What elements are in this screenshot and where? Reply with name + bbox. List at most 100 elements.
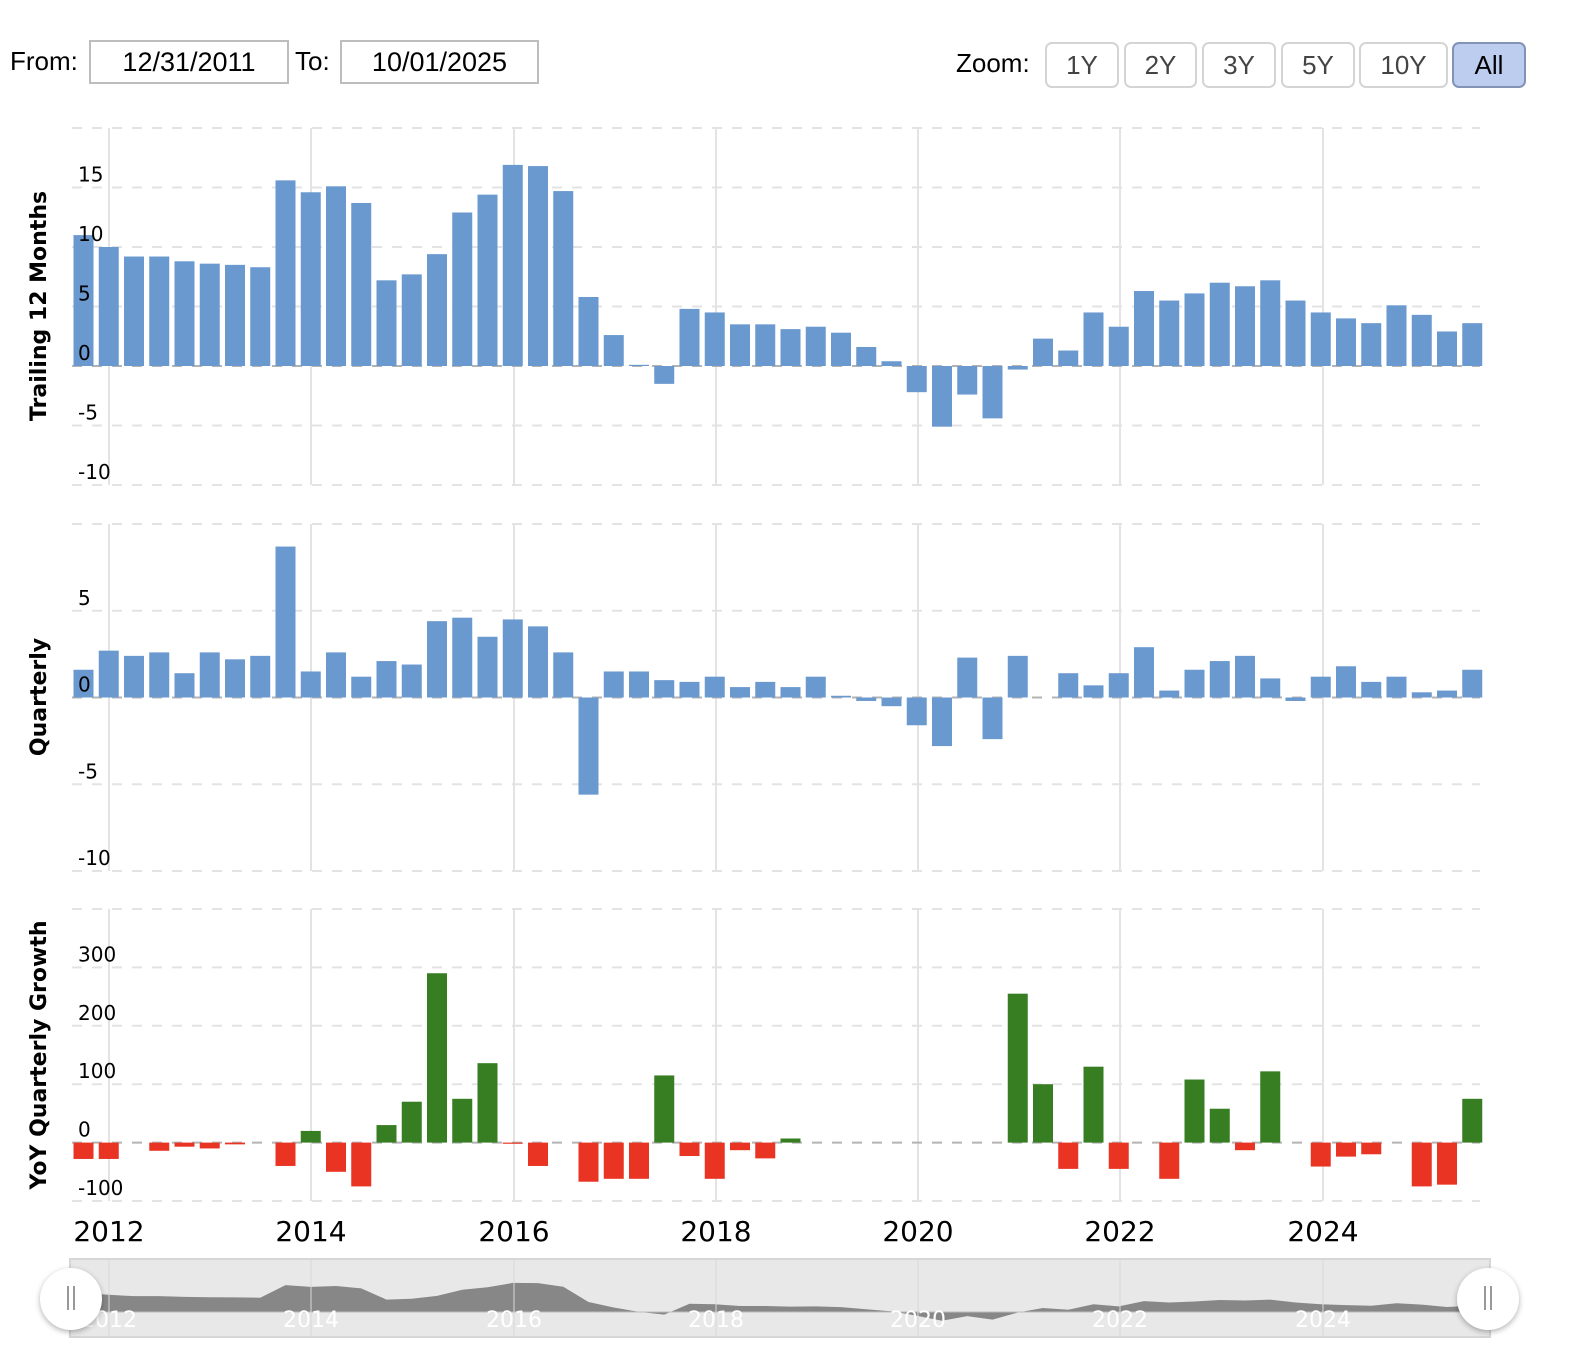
- bar[interactable]: [1361, 1142, 1382, 1155]
- bar[interactable]: [1361, 681, 1382, 698]
- bar[interactable]: [300, 192, 321, 366]
- bar[interactable]: [1411, 314, 1432, 366]
- bar[interactable]: [629, 671, 649, 698]
- bar[interactable]: [1184, 293, 1205, 366]
- bar[interactable]: [704, 676, 725, 698]
- bar[interactable]: [1310, 312, 1331, 366]
- bar[interactable]: [730, 1142, 750, 1151]
- bar[interactable]: [1058, 1142, 1079, 1169]
- bar[interactable]: [1235, 286, 1255, 366]
- zoom-all-button[interactable]: All: [1452, 42, 1526, 88]
- bar[interactable]: [957, 366, 978, 395]
- bar[interactable]: [199, 263, 220, 366]
- bar[interactable]: [149, 652, 170, 698]
- bar[interactable]: [124, 256, 144, 366]
- bar[interactable]: [1184, 1079, 1205, 1143]
- bar[interactable]: [957, 657, 978, 698]
- bar[interactable]: [174, 673, 195, 698]
- bar[interactable]: [351, 676, 372, 698]
- bar[interactable]: [603, 671, 624, 698]
- bar[interactable]: [805, 676, 826, 698]
- bar[interactable]: [1310, 1142, 1331, 1167]
- bar[interactable]: [1285, 300, 1306, 366]
- bar[interactable]: [1083, 1066, 1104, 1143]
- bar[interactable]: [326, 652, 346, 698]
- bar[interactable]: [780, 1138, 801, 1143]
- bar[interactable]: [1108, 1142, 1129, 1169]
- bar[interactable]: [1437, 690, 1457, 698]
- bar[interactable]: [1134, 647, 1154, 698]
- bar[interactable]: [704, 312, 725, 366]
- bar[interactable]: [780, 687, 801, 698]
- bar[interactable]: [755, 1142, 776, 1159]
- bar[interactable]: [856, 697, 877, 701]
- bar[interactable]: [629, 364, 649, 366]
- bar[interactable]: [401, 1101, 422, 1143]
- bar[interactable]: [427, 254, 447, 366]
- bar[interactable]: [780, 329, 801, 366]
- bar[interactable]: [1411, 1142, 1432, 1187]
- bar[interactable]: [376, 1125, 397, 1143]
- bar[interactable]: [1007, 366, 1028, 370]
- bar[interactable]: [1386, 676, 1407, 698]
- bar[interactable]: [654, 680, 675, 698]
- bar[interactable]: [477, 1063, 498, 1143]
- bar[interactable]: [225, 659, 245, 698]
- bar[interactable]: [932, 697, 952, 747]
- bar[interactable]: [1437, 331, 1457, 366]
- bar[interactable]: [326, 186, 346, 366]
- bar[interactable]: [831, 332, 851, 366]
- bar[interactable]: [73, 1142, 94, 1159]
- bar[interactable]: [98, 247, 119, 366]
- bar[interactable]: [275, 1142, 296, 1166]
- bar[interactable]: [502, 1142, 523, 1144]
- bar[interactable]: [1007, 993, 1028, 1143]
- bar[interactable]: [1033, 1084, 1053, 1143]
- bar[interactable]: [300, 671, 321, 698]
- bar[interactable]: [805, 326, 826, 366]
- zoom-10y-button[interactable]: 10Y: [1359, 42, 1448, 88]
- bar[interactable]: [755, 681, 776, 698]
- bar[interactable]: [679, 1142, 700, 1157]
- bar[interactable]: [578, 697, 599, 795]
- bar[interactable]: [578, 296, 599, 366]
- bar[interactable]: [1159, 300, 1180, 366]
- bar[interactable]: [401, 274, 422, 366]
- bar[interactable]: [1336, 666, 1356, 698]
- bar[interactable]: [1260, 1071, 1281, 1143]
- bar[interactable]: [906, 697, 927, 726]
- bar[interactable]: [1336, 318, 1356, 366]
- bar[interactable]: [881, 361, 902, 366]
- bar[interactable]: [1285, 697, 1306, 701]
- bar[interactable]: [654, 1075, 675, 1143]
- bar[interactable]: [502, 164, 523, 366]
- bar[interactable]: [1235, 1142, 1255, 1151]
- bar[interactable]: [250, 655, 271, 698]
- bar[interactable]: [1209, 661, 1230, 698]
- bar[interactable]: [250, 267, 271, 366]
- bar[interactable]: [1083, 685, 1104, 698]
- bar[interactable]: [1361, 323, 1382, 366]
- bar[interactable]: [1310, 676, 1331, 698]
- bar[interactable]: [1058, 673, 1079, 698]
- bar[interactable]: [528, 626, 548, 698]
- bar[interactable]: [603, 1142, 624, 1179]
- navigator-right-handle[interactable]: [1457, 1268, 1519, 1330]
- bar[interactable]: [225, 1142, 245, 1145]
- bar[interactable]: [1437, 1142, 1457, 1185]
- bar[interactable]: [149, 256, 170, 366]
- bar[interactable]: [477, 194, 498, 366]
- bar[interactable]: [351, 1142, 372, 1187]
- bar[interactable]: [1134, 291, 1154, 366]
- bar[interactable]: [856, 346, 877, 366]
- bar[interactable]: [124, 655, 144, 698]
- bar[interactable]: [831, 695, 851, 698]
- bar[interactable]: [528, 166, 548, 366]
- bar[interactable]: [73, 235, 94, 366]
- bar[interactable]: [1184, 669, 1205, 698]
- bar[interactable]: [1462, 1098, 1483, 1143]
- bar[interactable]: [427, 973, 447, 1143]
- bar[interactable]: [1260, 280, 1281, 366]
- bar[interactable]: [351, 202, 372, 366]
- bar[interactable]: [225, 264, 245, 366]
